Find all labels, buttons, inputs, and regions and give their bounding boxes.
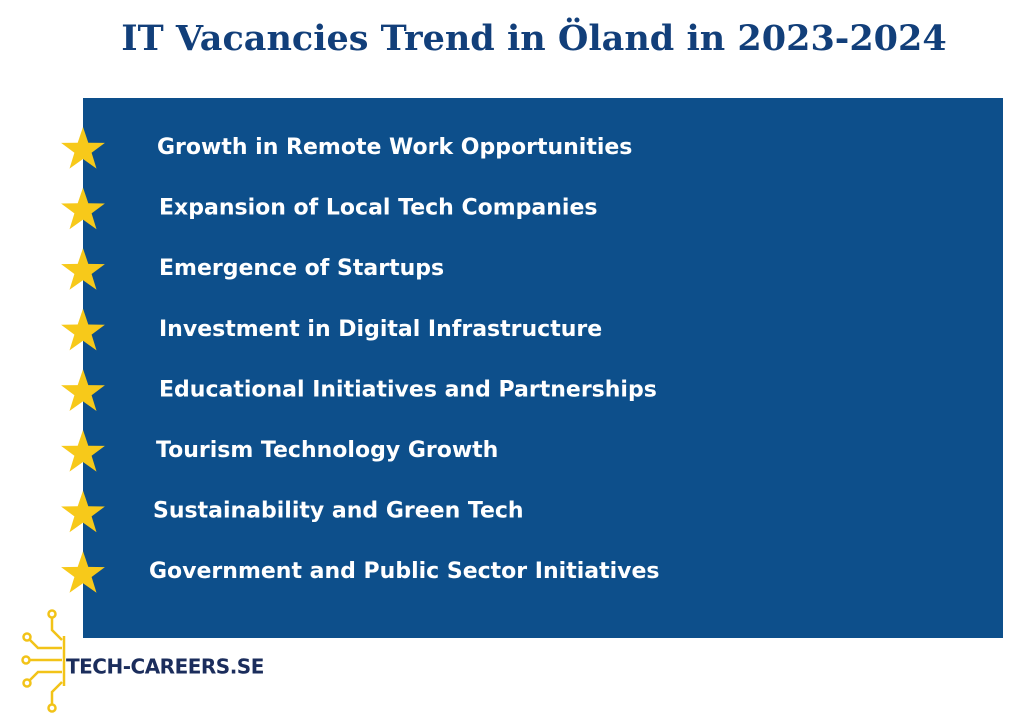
- logo-text: TECH-CAREERS.SE: [66, 655, 264, 679]
- item-text: Investment in Digital Infrastructure: [159, 317, 602, 342]
- item-text: Educational Initiatives and Partnerships: [159, 377, 657, 402]
- star-bullet: [61, 127, 105, 169]
- star-bullet: [61, 551, 105, 593]
- star-bullet: [61, 369, 105, 411]
- content-panel: [83, 98, 1003, 638]
- item-text: Tourism Technology Growth: [156, 438, 498, 463]
- item-list: Growth in Remote Work Opportunities Expan…: [61, 127, 660, 593]
- logo-icon: [21, 609, 66, 713]
- item-text: Expansion of Local Tech Companies: [159, 196, 597, 221]
- star-bullet: [61, 430, 105, 472]
- star-bullet: [61, 248, 105, 290]
- star-bullet: [61, 308, 105, 351]
- title: IT Vacancies Trend in Öland in 2023-2024: [121, 16, 947, 59]
- star-bullet: [61, 490, 105, 533]
- item-text: Growth in Remote Work Opportunities: [157, 135, 632, 160]
- item-text: Emergence of Startups: [159, 256, 444, 281]
- item-text: Government and Public Sector Initiatives: [149, 559, 660, 584]
- star-bullet: [61, 187, 105, 230]
- item-text: Sustainability and Green Tech: [153, 499, 524, 524]
